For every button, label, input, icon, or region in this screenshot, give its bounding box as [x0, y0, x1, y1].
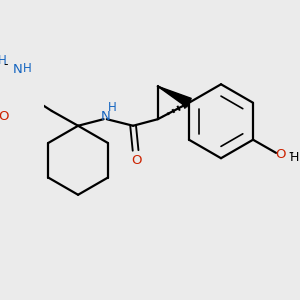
Text: N: N	[101, 110, 111, 123]
Text: N: N	[12, 63, 22, 76]
Text: H: H	[23, 62, 32, 75]
Text: H: H	[290, 151, 300, 164]
Polygon shape	[158, 86, 191, 107]
Text: O: O	[131, 154, 142, 167]
Text: -: -	[4, 58, 8, 71]
Text: O: O	[0, 110, 9, 123]
Text: H: H	[107, 101, 116, 114]
Text: H: H	[0, 53, 7, 67]
Text: O: O	[276, 148, 286, 161]
Text: -: -	[288, 147, 293, 161]
